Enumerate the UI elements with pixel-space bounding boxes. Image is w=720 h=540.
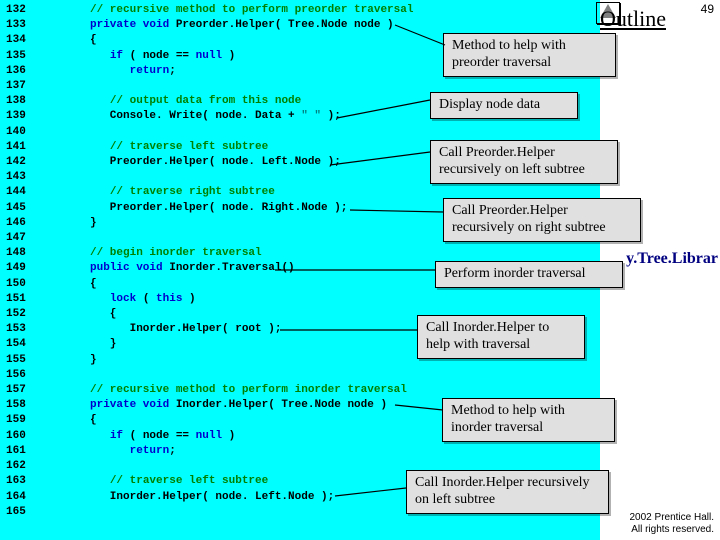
callout-box: Method to help with preorder traversal bbox=[443, 33, 616, 77]
outline-link[interactable]: Outline bbox=[600, 6, 666, 32]
callout-box: Call Inorder.Helper to help with travers… bbox=[417, 315, 585, 359]
footer-line1: 2002 Prentice Hall. bbox=[630, 512, 715, 523]
footer-line2: All rights reserved. bbox=[631, 524, 714, 535]
page-number: 49 bbox=[701, 2, 714, 16]
line-numbers: 132 133 134 135 136 137 138 139 140 141 … bbox=[6, 3, 26, 520]
callout-box: Perform inorder traversal bbox=[435, 261, 623, 288]
source-class-ref: y.Tree.Librar bbox=[626, 250, 718, 268]
callout-box: Call Preorder.Helper recursively on righ… bbox=[443, 198, 641, 242]
callout-box: Call Preorder.Helper recursively on left… bbox=[430, 140, 618, 184]
callout-box: Call Inorder.Helper recursively on left … bbox=[406, 470, 609, 514]
copyright-footer: 2002 Prentice Hall. All rights reserved. bbox=[630, 512, 715, 536]
callout-box: Method to help with inorder traversal bbox=[442, 398, 615, 442]
callout-box: Display node data bbox=[430, 92, 578, 119]
